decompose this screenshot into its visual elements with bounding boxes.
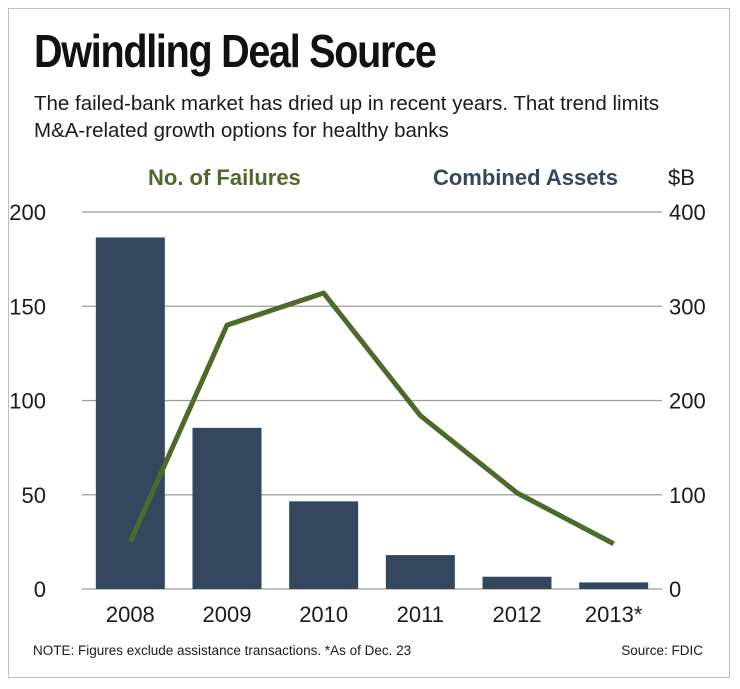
source-note: Source: FDIC xyxy=(621,643,703,658)
x-axis-tick: 2010 xyxy=(299,602,348,627)
bar-combined-assets-2010 xyxy=(289,501,359,589)
left-axis-tick: 200 xyxy=(9,200,46,225)
x-axis-tick: 2008 xyxy=(106,602,155,627)
left-axis-tick: 50 xyxy=(22,483,46,508)
line-no-of-failures xyxy=(128,290,615,546)
legend-combined-assets: Combined Assets xyxy=(433,165,618,190)
footnote: NOTE: Figures exclude assistance transac… xyxy=(33,643,411,658)
x-axis-tick: 2013* xyxy=(585,602,643,627)
x-axis-tick: 2012 xyxy=(493,602,542,627)
right-axis-label: $B xyxy=(668,165,695,190)
bar-combined-assets-2008 xyxy=(95,237,165,589)
bar-combined-assets-2012 xyxy=(482,576,552,589)
x-axis-tick: 2011 xyxy=(397,602,444,627)
right-axis-tick: 0 xyxy=(669,577,681,602)
x-axis-tick: 2009 xyxy=(203,602,252,627)
right-axis-tick: 100 xyxy=(669,483,706,508)
bar-combined-assets-2011 xyxy=(385,555,455,589)
right-axis-tick: 300 xyxy=(669,294,706,319)
bar-combined-assets-2009 xyxy=(192,427,262,589)
left-axis-tick: 0 xyxy=(34,577,46,602)
bar-combined-assets-2013 xyxy=(579,582,649,589)
right-axis-tick: 200 xyxy=(669,389,706,414)
legend-no-of-failures: No. of Failures xyxy=(148,165,301,190)
chart-title: Dwindling Deal Source xyxy=(34,25,437,77)
chart-subtitle: The failed-bank market has dried up in r… xyxy=(34,92,660,142)
left-axis-tick: 100 xyxy=(9,389,46,414)
left-axis-tick: 150 xyxy=(9,294,46,319)
right-axis-tick: 400 xyxy=(669,200,706,225)
